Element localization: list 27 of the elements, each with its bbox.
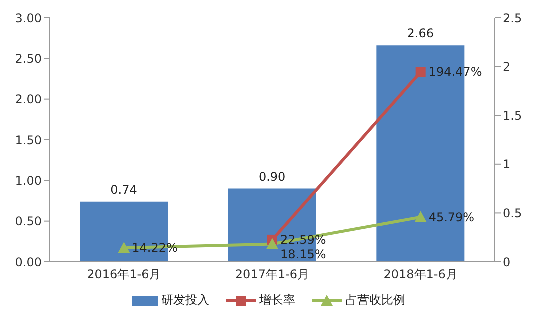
x-tick-label: 2016年1-6月 <box>87 268 162 282</box>
y-tick-label: 0.00 <box>15 255 42 270</box>
data-label: 0.74 <box>110 182 138 197</box>
y2-tick-label: 0.5 <box>503 206 522 220</box>
y2-tick-label: 1 <box>503 158 511 172</box>
legend-label: 增长率 <box>260 292 296 309</box>
y2-tick-label: 1.5 <box>503 108 522 123</box>
y-tick-label: 2.00 <box>15 92 42 107</box>
y-tick-label: 1.00 <box>15 174 42 188</box>
data-label: 2.66 <box>407 26 434 41</box>
y2-tick-label: 2 <box>503 60 511 74</box>
x-tick-label: 2018年1-6月 <box>384 268 458 282</box>
point <box>118 242 130 254</box>
x-tick-label: 2017年1-6月 <box>235 268 310 282</box>
y-tick-label: 2.50 <box>15 52 42 66</box>
y2-tick-label: 0 <box>503 255 511 270</box>
y-tick-label: 3.00 <box>15 11 42 26</box>
point <box>266 238 278 250</box>
y-tick-label: 0.50 <box>15 214 42 229</box>
legend-label: 占营收比例 <box>346 292 406 309</box>
y-tick-label: 1.50 <box>15 133 42 148</box>
y2-tick-label: 2.5 <box>503 11 522 26</box>
point <box>416 67 426 78</box>
legend-label: 研发投入 <box>162 292 210 309</box>
point <box>414 211 427 222</box>
data-label: 14.22% <box>132 241 178 256</box>
data-label: 0.90 <box>258 170 286 184</box>
